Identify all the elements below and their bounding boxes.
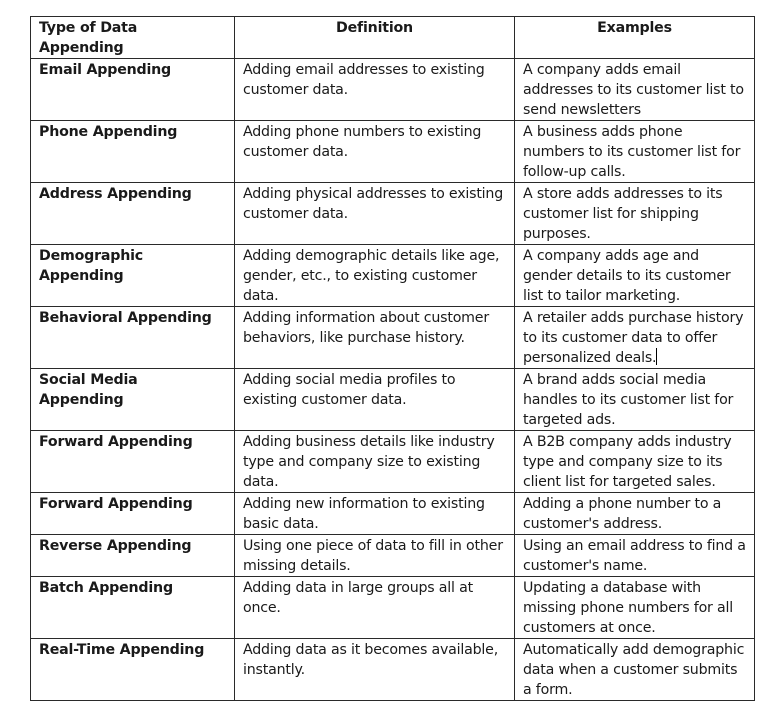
cell-definition: Adding email addresses to existing custo…	[234, 58, 515, 121]
cell-example: A store adds addresses to its customer l…	[514, 182, 755, 245]
header-type: Type of Data Appending	[30, 16, 235, 59]
table-row: Behavioral Appending Adding information a…	[30, 306, 755, 369]
cell-definition: Adding new information to existing basic…	[234, 492, 515, 535]
cell-definition: Adding data as it becomes available, ins…	[234, 638, 515, 701]
table-row: Phone Appending Adding phone numbers to e…	[30, 120, 755, 183]
table-row: Forward Appending Adding new information …	[30, 492, 755, 535]
table-row: Demographic Appending Adding demographic …	[30, 244, 755, 307]
cell-type: Phone Appending	[30, 120, 235, 183]
cell-type: Email Appending	[30, 58, 235, 121]
cell-definition: Adding demographic details like age, gen…	[234, 244, 515, 307]
cell-definition: Adding phone numbers to existing custome…	[234, 120, 515, 183]
table-row: Address Appending Adding physical address…	[30, 182, 755, 245]
table-row: Batch Appending Adding data in large grou…	[30, 576, 755, 639]
data-appending-table: Type of Data Appending Definition Exampl…	[30, 16, 755, 701]
cell-definition: Adding information about customer behavi…	[234, 306, 515, 369]
cell-definition: Adding business details like industry ty…	[234, 430, 515, 493]
cell-type: Demographic Appending	[30, 244, 235, 307]
cell-type: Reverse Appending	[30, 534, 235, 577]
text-cursor	[656, 348, 658, 365]
cell-type: Real-Time Appending	[30, 638, 235, 701]
cell-example: Updating a database with missing phone n…	[514, 576, 755, 639]
cell-type: Forward Appending	[30, 492, 235, 535]
cell-example: Automatically add demographic data when …	[514, 638, 755, 701]
cell-example: A B2B company adds industry type and com…	[514, 430, 755, 493]
cell-type: Behavioral Appending	[30, 306, 235, 369]
cell-example: A company adds email addresses to its cu…	[514, 58, 755, 121]
cell-type: Social Media Appending	[30, 368, 235, 431]
header-examples: Examples	[514, 16, 755, 59]
header-definition: Definition	[234, 16, 515, 59]
table-row: Real-Time Appending Adding data as it bec…	[30, 638, 755, 701]
cell-definition: Adding social media profiles to existing…	[234, 368, 515, 431]
table-row: Social Media Appending Adding social medi…	[30, 368, 755, 431]
table-row: Forward Appending Adding business details…	[30, 430, 755, 493]
table-row: Email Appending Adding email addresses to…	[30, 58, 755, 121]
cell-example: A brand adds social media handles to its…	[514, 368, 755, 431]
cell-type: Forward Appending	[30, 430, 235, 493]
cell-example: A retailer adds purchase history to its …	[514, 306, 755, 369]
cell-example: Adding a phone number to a customer's ad…	[514, 492, 755, 535]
cell-example: A company adds age and gender details to…	[514, 244, 755, 307]
cell-definition: Adding data in large groups all at once.	[234, 576, 515, 639]
cell-example: A business adds phone numbers to its cus…	[514, 120, 755, 183]
cell-definition: Using one piece of data to fill in other…	[234, 534, 515, 577]
cell-type: Batch Appending	[30, 576, 235, 639]
cell-type: Address Appending	[30, 182, 235, 245]
header-row: Type of Data Appending Definition Exampl…	[30, 16, 755, 59]
table-row: Reverse Appending Using one piece of data…	[30, 534, 755, 577]
cell-example: Using an email address to find a custome…	[514, 534, 755, 577]
cell-definition: Adding physical addresses to existing cu…	[234, 182, 515, 245]
